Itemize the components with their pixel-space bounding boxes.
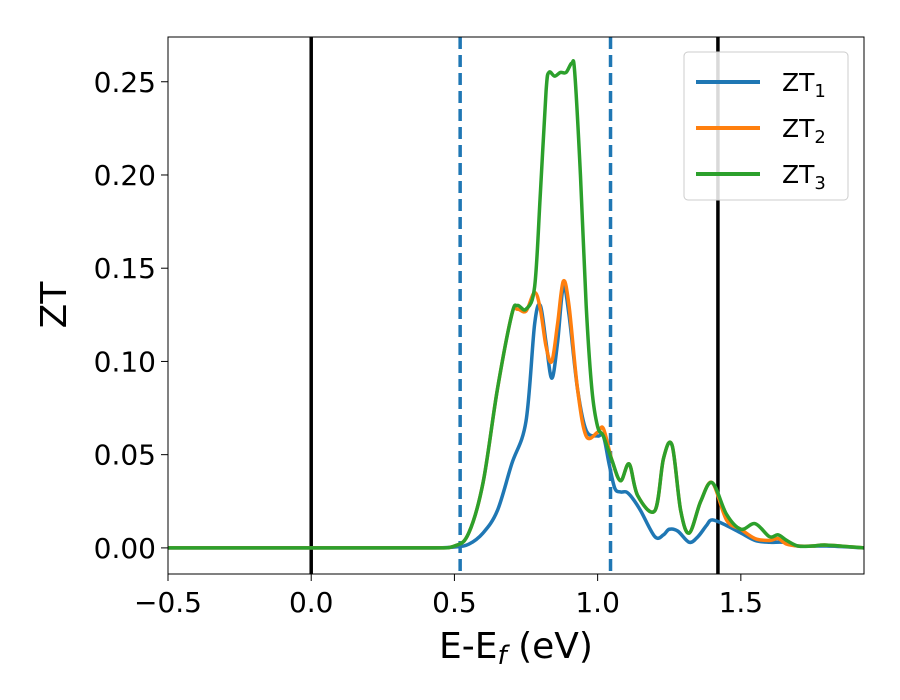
y-tick-label-2: 0.10 (94, 345, 156, 378)
y-axis-title: ZT (34, 281, 75, 329)
series-line-1 (168, 284, 864, 550)
y-axis: 0.00 0.05 0.10 0.15 0.20 0.25 (94, 66, 168, 565)
plot-frame (167, 36, 865, 575)
legend-label-1: ZT1 (782, 68, 826, 102)
y-tick-label-0: 0.00 (94, 532, 156, 565)
legend-label-2: ZT2 (782, 114, 826, 148)
y-tick-label-1: 0.05 (94, 439, 156, 472)
x-tick-label-1: 0.0 (289, 586, 334, 619)
x-axis-title-unit: (eV) (507, 626, 593, 667)
legend-label-3: ZT3 (782, 160, 826, 194)
y-tick-label-4: 0.20 (94, 159, 156, 192)
x-axis: −0.5 0.0 0.5 1.0 1.5 (134, 574, 763, 619)
legend: ZT1 ZT2 ZT3 (683, 51, 849, 201)
y-tick-label-5: 0.25 (94, 66, 156, 99)
x-tick-label-4: 1.5 (719, 586, 764, 619)
series-lines (168, 59, 864, 550)
series-line-3 (168, 59, 864, 550)
y-tick-label-3: 0.15 (94, 252, 156, 285)
legend-box (683, 51, 849, 201)
x-tick-label-0: −0.5 (134, 586, 202, 619)
x-axis-title-main: E-E (439, 626, 497, 667)
x-tick-label-3: 1.0 (575, 586, 620, 619)
x-tick-label-2: 0.5 (432, 586, 477, 619)
x-axis-title: E-Ef (eV) (439, 626, 593, 671)
